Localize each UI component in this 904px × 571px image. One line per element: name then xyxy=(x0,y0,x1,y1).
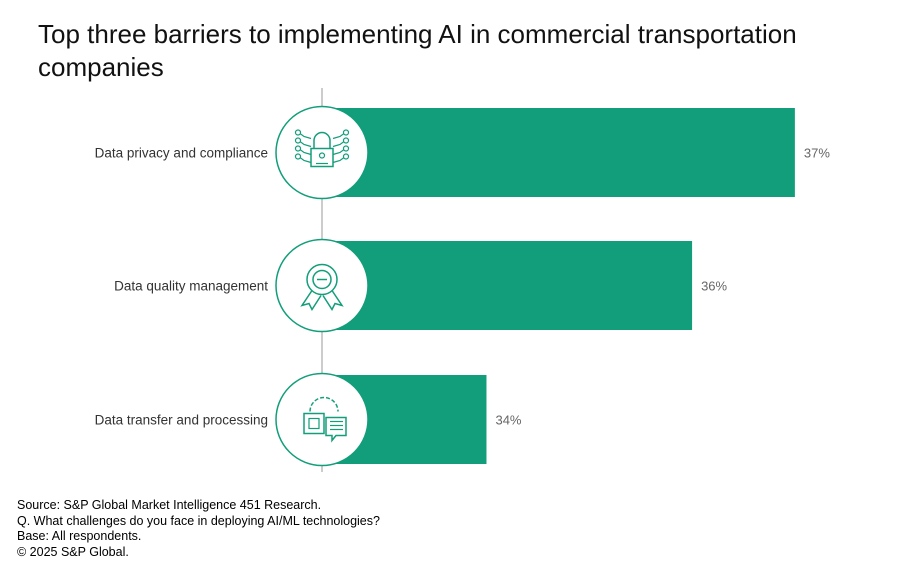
category-label: Data quality management xyxy=(114,279,268,294)
question-note: Q. What challenges do you face in deploy… xyxy=(17,513,380,528)
source-note: Source: S&P Global Market Intelligence 4… xyxy=(17,498,322,512)
chart-title: Top three barriers to implementing AI in… xyxy=(38,19,797,82)
base-note: Base: All respondents. xyxy=(17,529,142,543)
category-label: Data privacy and compliance xyxy=(95,146,268,161)
value-label: 37% xyxy=(804,146,830,161)
award-ribbon-icon xyxy=(300,263,344,312)
category-label: Data transfer and processing xyxy=(95,413,268,428)
copyright-note: © 2025 S&P Global. xyxy=(17,544,129,559)
icon-circle xyxy=(275,238,369,333)
chip-gear-icon xyxy=(303,396,347,443)
chart-footer: Source: S&P Global Market Intelligence 4… xyxy=(17,498,380,560)
value-label: 34% xyxy=(495,413,521,428)
value-label: 36% xyxy=(701,279,727,294)
lock-circuit-icon xyxy=(294,129,350,168)
bar xyxy=(322,108,795,197)
bar xyxy=(322,241,693,330)
